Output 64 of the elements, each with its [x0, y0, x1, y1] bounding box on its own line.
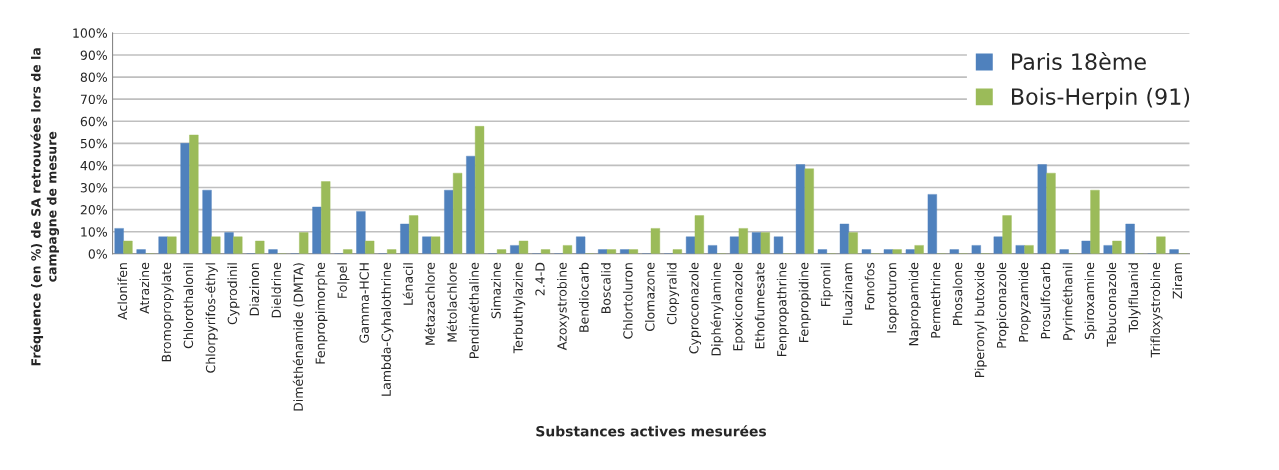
x-tick-label: Ziram: [1172, 263, 1183, 299]
x-tick-label: Boscalid: [601, 263, 611, 314]
x-tick-label: Chlortoluron: [622, 263, 633, 339]
y-tick-label: 90%: [80, 50, 107, 60]
x-tick-label: Cyprodinil: [227, 263, 240, 325]
x-tick-label: Bromopropylate: [161, 262, 174, 362]
y-tick-label: 30%: [80, 183, 107, 193]
x-tick-label: Lambda-Cyhalothrine: [381, 262, 394, 396]
x-tick-label: Prosulfocarb: [1040, 262, 1051, 339]
x-tick-label: Tebuconazole: [1106, 262, 1117, 347]
legend-label: Bois-Herpin (91): [1012, 87, 1190, 110]
x-tick-label: Cyproconazole: [688, 262, 702, 354]
x-tick-label: Ethofumesate: [754, 262, 765, 349]
y-tick-label: 80%: [80, 72, 107, 83]
y-tick-label: 10%: [81, 227, 107, 237]
x-tick-label: Fipronil: [820, 263, 833, 306]
x-tick-label: Pendiméthaline: [468, 262, 479, 358]
legend-label: Paris 18ème: [1012, 52, 1146, 71]
x-tick-label: Diazinon: [249, 263, 260, 316]
x-tick-label: Gamma-HCH: [359, 263, 369, 343]
x-tick-label: Tolylfluanid: [1128, 263, 1141, 333]
y-axis-title: Fréquence (en %) de SA retrouvées lors de la campagne de mesure: [30, 48, 60, 366]
x-tick-label: Piperonyl butoxide: [974, 262, 987, 378]
x-tick-label: Lénacil: [402, 263, 413, 305]
x-axis-title: Substances actives mesurées: [536, 425, 767, 437]
x-tick-label: Chlorothalonil: [183, 263, 194, 349]
x-tick-label: Propyzamide: [1018, 262, 1031, 342]
x-tick-label: Fenpropidine: [798, 262, 811, 342]
x-tick-label: Métazachlore: [424, 262, 435, 345]
x-tick-label: Clopyralid: [666, 263, 680, 325]
x-tick-label: Epoxiconazole: [732, 262, 745, 351]
y-tick-label: 0%: [88, 249, 107, 259]
y-tick-label: 50%: [80, 138, 107, 149]
x-tick-label: Propiconazole: [996, 262, 1009, 348]
y-tick-label: 40%: [80, 160, 107, 171]
x-tick-label: Diméthénamide (DMTA): [292, 263, 305, 411]
x-tick-label: Folpel: [337, 263, 350, 298]
y-tick-label: 100%: [73, 28, 107, 38]
x-tick-label: 2.4-D: [535, 262, 545, 296]
x-tick-label: Chlorpyrifos-éthyl: [205, 263, 218, 373]
y-tick-label: 20%: [80, 205, 107, 215]
x-tick-label: Phosalone: [952, 262, 963, 325]
x-tick-label: Napropamide: [908, 262, 921, 346]
x-tick-label: Terbuthylazine: [513, 262, 526, 354]
x-tick-label: Pyriméthanil: [1062, 263, 1075, 340]
y-tick-label: 60%: [80, 116, 107, 127]
x-tick-label: Trifloxystrobine: [1150, 262, 1163, 358]
x-tick-label: Permethrine: [930, 262, 941, 338]
x-tick-label: Fonofos: [864, 262, 875, 310]
x-tick-label: Dieldrine: [271, 262, 282, 318]
x-tick-label: Diphénylamine: [710, 262, 724, 356]
x-tick-label: Métolachlore: [446, 262, 457, 342]
x-tick-label: Spiroxamine: [1084, 262, 1097, 340]
x-tick-label: Fluazinam: [842, 263, 853, 325]
x-tick-label: Fenpropimorphe: [315, 262, 328, 364]
x-tick-label: Fenpropathrine: [776, 262, 789, 357]
x-tick-label: Azoxystrobine: [557, 262, 570, 351]
x-tick-label: Atrazine: [139, 262, 150, 314]
y-tick-label: 70%: [80, 94, 107, 105]
x-tick-label: Isoproturon: [887, 263, 899, 333]
x-tick-label: Bendiocarb: [579, 262, 589, 332]
x-tick-label: Aclonifen: [117, 263, 128, 320]
x-tick-label: Simazine: [491, 262, 501, 319]
x-tick-label: Clomazone: [644, 262, 655, 331]
